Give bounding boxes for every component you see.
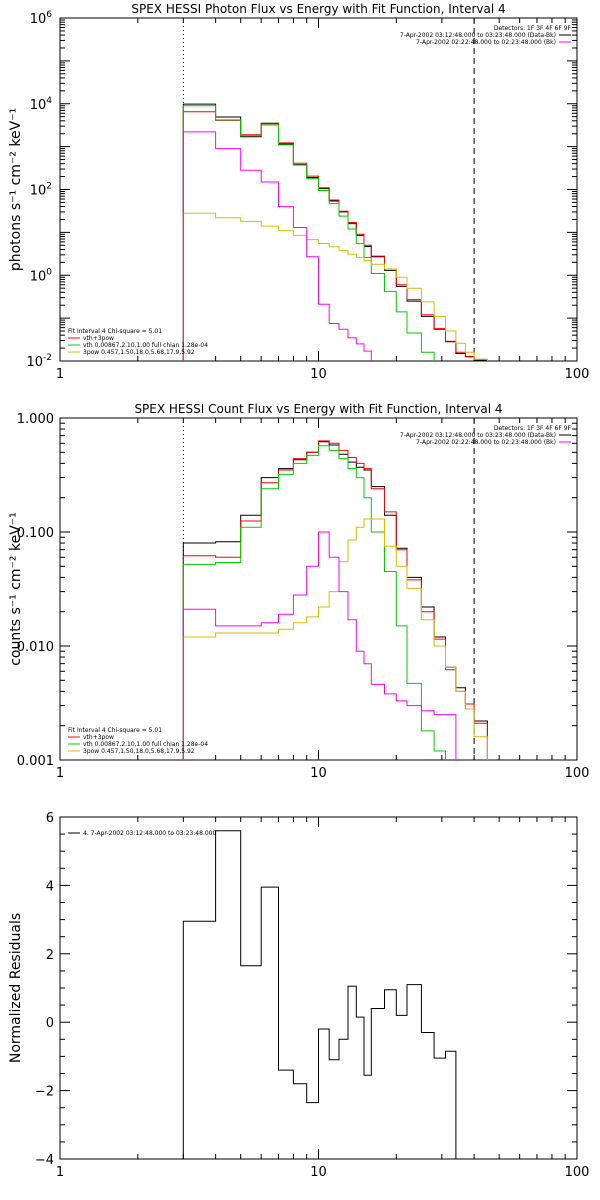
y-tick-label: −4 bbox=[35, 1153, 54, 1168]
y-tick-base: 10 bbox=[30, 98, 47, 113]
x-tick-label: 100 bbox=[565, 367, 590, 382]
series-4-7-apr-2002-03-12-48-000-to-03-23-48-000-line bbox=[182, 830, 457, 1159]
y-tick-exponent: 4 bbox=[46, 96, 52, 106]
legend-header: Fit Interval 4 Chi-square = 5.01 bbox=[68, 328, 162, 335]
legend-entry: 7-Apr-2002 03:12:48.000 to 03:23:48.000 … bbox=[400, 432, 556, 439]
y-tick-label: 104 bbox=[30, 96, 53, 113]
series-group bbox=[182, 440, 488, 760]
series-vth-3pow-line bbox=[182, 440, 488, 760]
series-3pow-line bbox=[182, 518, 488, 760]
y-tick-label: 0.001 bbox=[17, 754, 54, 769]
y-tick-label: 6 bbox=[46, 811, 54, 826]
x-tick-label: 1 bbox=[56, 367, 64, 382]
legend-entry: vth+3pow bbox=[83, 734, 114, 741]
x-tick-label: 10 bbox=[310, 766, 327, 781]
photon-flux-panel: SPEX HESSI Photon Flux vs Energy with Fi… bbox=[8, 2, 589, 382]
legend-entry: 4. 7-Apr-2002 03:12:48.000 to 03:23:48.0… bbox=[83, 830, 216, 837]
x-tick-label: 100 bbox=[565, 766, 590, 781]
y-tick-label: 2 bbox=[46, 948, 54, 963]
plot-frame bbox=[59, 816, 578, 1160]
y-tick-label: 1.000 bbox=[17, 412, 54, 427]
legend-header: Fit Interval 4 Chi-square = 5.01 bbox=[68, 727, 162, 734]
count-flux-panel: SPEX HESSI Count Flux vs Energy with Fit… bbox=[8, 402, 589, 781]
y-tick-exponent: 0 bbox=[46, 267, 52, 277]
legend-entry: 7-Apr-2002 03:12:48.000 to 03:23:48.000 … bbox=[400, 32, 556, 39]
y-tick-label: −2 bbox=[35, 1085, 54, 1100]
x-tick-label: 10 bbox=[310, 1165, 327, 1180]
series-group bbox=[182, 830, 457, 1159]
series-bk-line bbox=[182, 531, 457, 760]
plot-frame bbox=[59, 417, 578, 761]
series-bk-line bbox=[182, 131, 372, 361]
chart-title: SPEX HESSI Count Flux vs Energy with Fit… bbox=[134, 402, 502, 416]
y-axis-label: counts s⁻¹ cm⁻² keV⁻¹ bbox=[8, 512, 24, 666]
x-tick-label: 1 bbox=[56, 766, 64, 781]
legend-entry: vth 0.00867,2.10,1.00 full chian 1.28e-0… bbox=[83, 741, 208, 748]
legend-entry: vth+3pow bbox=[83, 335, 114, 342]
y-tick-label: 4 bbox=[46, 879, 54, 894]
series-group bbox=[182, 103, 488, 361]
legend-entry: vth 0.00867,2.10,1.00 full chian 1.28e-0… bbox=[83, 342, 208, 349]
y-tick-label: 0.010 bbox=[17, 640, 54, 655]
series-data-bk-line bbox=[182, 103, 488, 361]
y-tick-base: 10 bbox=[30, 269, 47, 284]
y-tick-base: 10 bbox=[26, 355, 43, 370]
x-tick-label: 100 bbox=[565, 1165, 590, 1180]
legend-entry: 3pow 0.457,1.50,18.0,5.68,17.9,5.92 bbox=[83, 349, 195, 356]
x-tick-label: 1 bbox=[56, 1165, 64, 1180]
series-3pow-line bbox=[182, 212, 488, 361]
y-tick-label: 102 bbox=[30, 182, 52, 199]
series-data-bk-line bbox=[182, 441, 488, 760]
series-vth-3pow-line bbox=[182, 111, 488, 361]
y-tick-label: 0 bbox=[46, 1016, 54, 1031]
y-tick-label: 10-2 bbox=[26, 353, 52, 370]
y-tick-exponent: -2 bbox=[43, 353, 52, 363]
residuals-panel: 1 10 100 −4 −2 0 2 4 6 Normalized Residuals 4. 7-A… bbox=[8, 811, 589, 1180]
x-tick-label: 10 bbox=[310, 367, 327, 382]
series-vth-line bbox=[182, 105, 435, 361]
y-tick-exponent: 2 bbox=[46, 182, 52, 192]
y-tick-base: 10 bbox=[30, 184, 47, 199]
y-tick-base: 10 bbox=[30, 12, 47, 27]
y-tick-label: 100 bbox=[30, 267, 53, 284]
chart-title: SPEX HESSI Photon Flux vs Energy with Fi… bbox=[131, 2, 505, 16]
y-tick-exponent: 6 bbox=[46, 10, 52, 20]
legend-header: Detectors: 1F 3F 4F 6F 9F bbox=[494, 425, 572, 432]
legend-header: Detectors: 1F 3F 4F 6F 9F bbox=[494, 25, 572, 32]
legend-entry: 7-Apr-2002 02:22:48.000 to 02:23:48.000 … bbox=[416, 39, 556, 46]
y-axis-label: Normalized Residuals bbox=[8, 913, 24, 1063]
series-vth-line bbox=[182, 445, 446, 760]
legend-entry: 3pow 0.457,1.50,18.0,5.68,17.9,5.92 bbox=[83, 748, 195, 755]
y-tick-label: 106 bbox=[30, 10, 53, 27]
y-tick-label: 0.100 bbox=[17, 526, 54, 541]
y-axis-label: photons s⁻¹ cm⁻² keV⁻¹ bbox=[8, 108, 24, 271]
legend-entry: 7-Apr-2002 02:22:48.000 to 02:23:48.000 … bbox=[416, 439, 556, 446]
